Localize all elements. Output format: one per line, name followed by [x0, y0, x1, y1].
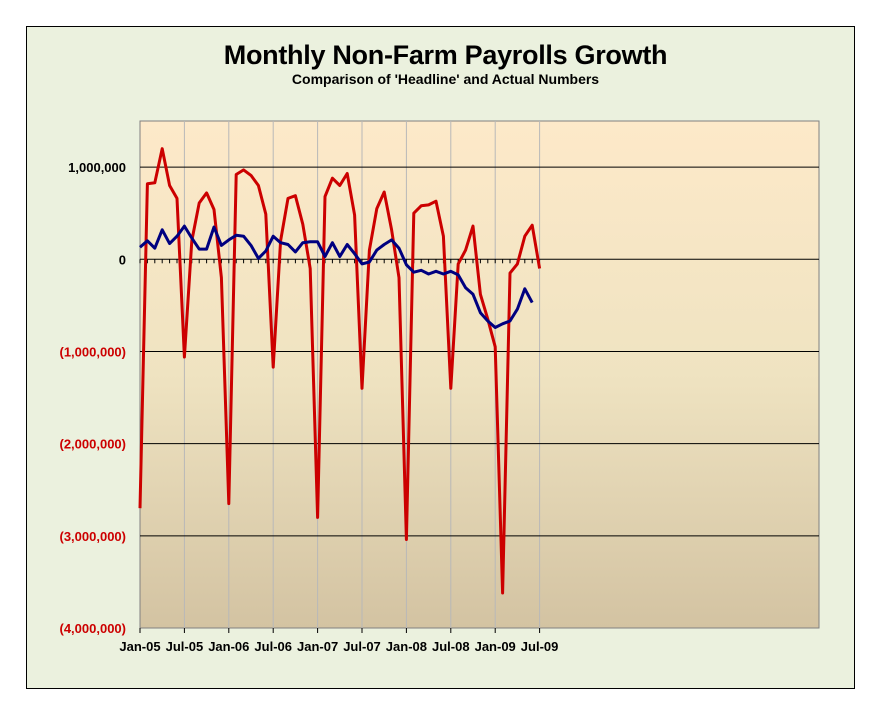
x-tick-label: Jul-07	[343, 639, 381, 654]
y-tick-label: (3,000,000)	[60, 529, 127, 544]
series-line-actual	[138, 147, 542, 595]
x-tick-label: Jan-05	[119, 639, 160, 654]
series-line-headline	[139, 224, 534, 329]
chart-title: Monthly Non-Farm Payrolls Growth	[223, 40, 668, 70]
x-tick-label: Jul-05	[166, 639, 204, 654]
x-tick-label: Jan-08	[386, 639, 427, 654]
y-tick-label: (2,000,000)	[60, 437, 127, 452]
x-tick-label: Jul-08	[432, 639, 470, 654]
y-tick-label: 1,000,000	[68, 160, 126, 175]
plot-background	[139, 120, 820, 629]
y-tick-label: 0	[119, 252, 126, 267]
x-tick-label: Jan-06	[208, 639, 249, 654]
y-tick-label: (1,000,000)	[60, 344, 127, 359]
y-tick-label: (4,000,000)	[60, 621, 127, 636]
x-tick-label: Jul-09	[521, 639, 559, 654]
x-tick-label: Jan-07	[297, 639, 338, 654]
x-tick-label: Jul-06	[254, 639, 292, 654]
x-tick-label: Jan-09	[475, 639, 516, 654]
chart-subtitle: Comparison of 'Headline' and Actual Numb…	[291, 71, 600, 87]
